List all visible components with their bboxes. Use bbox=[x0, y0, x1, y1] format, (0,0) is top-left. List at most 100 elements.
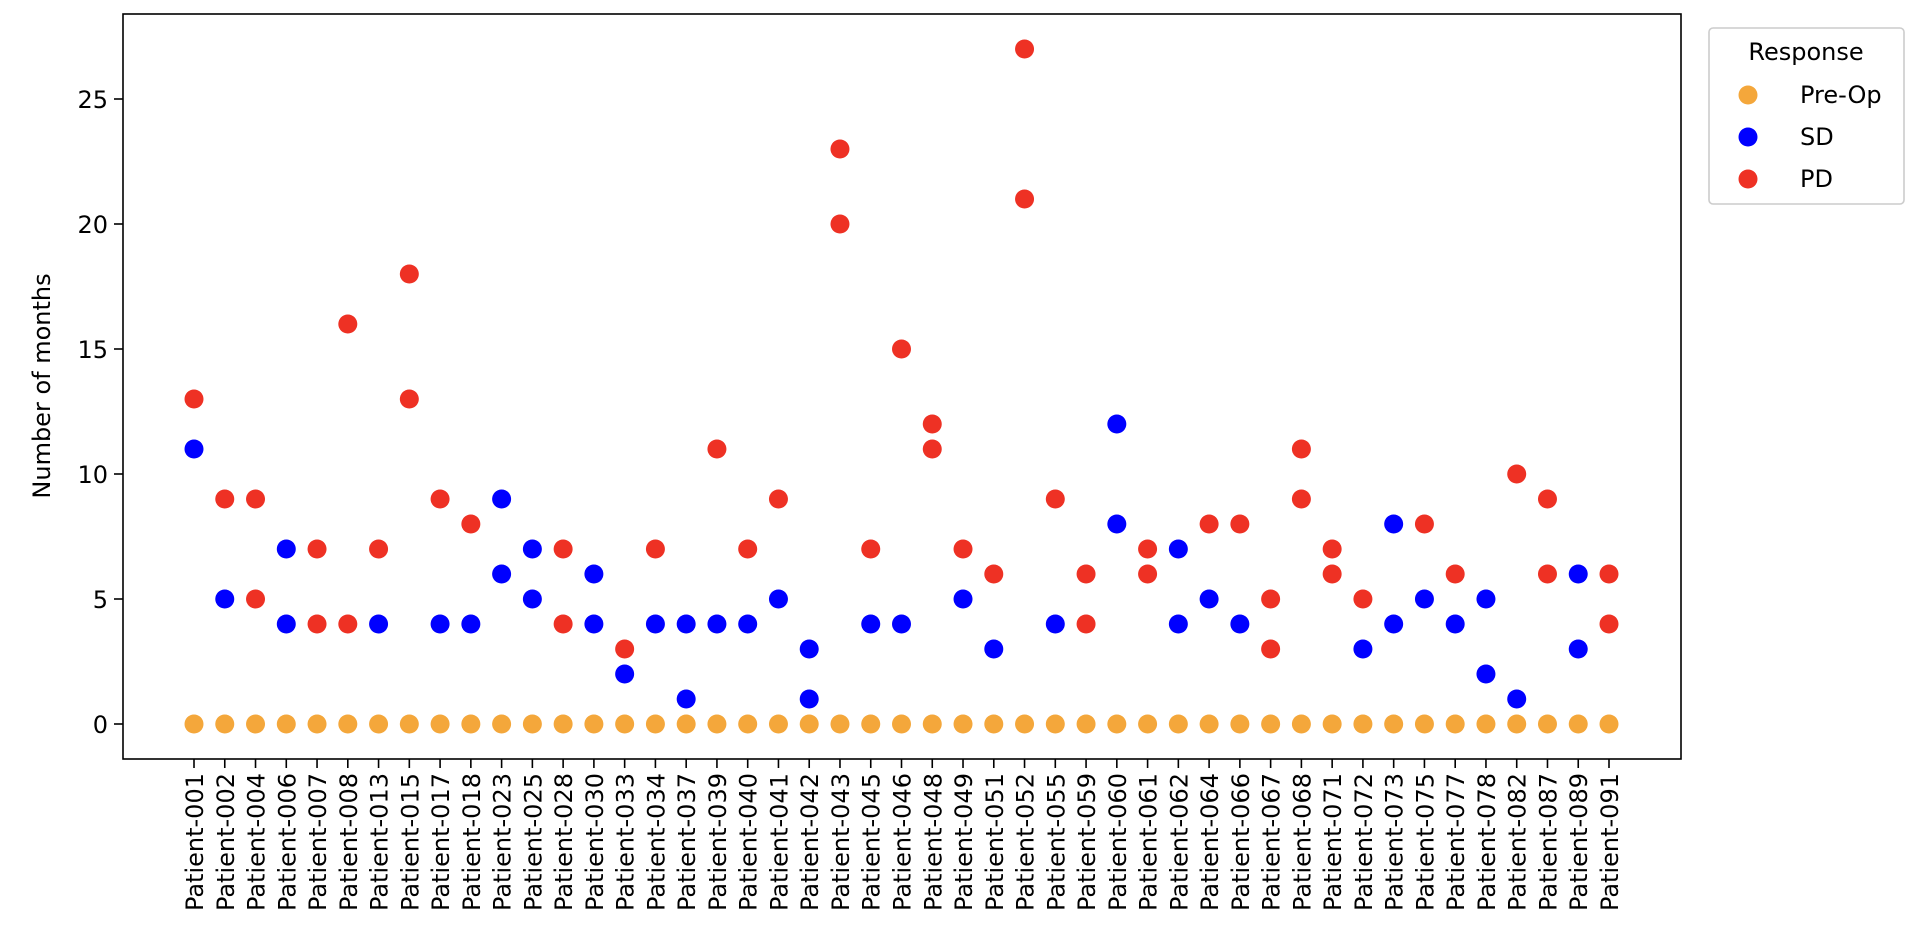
series-pd bbox=[184, 39, 1619, 659]
x-tick-label: Patient-089 bbox=[1565, 773, 1593, 911]
x-tick-label: Patient-071 bbox=[1319, 773, 1347, 911]
data-point bbox=[430, 489, 450, 509]
legend-title: Response bbox=[1748, 38, 1863, 66]
y-axis-title: Number of months bbox=[28, 273, 56, 498]
y-axis: 0 5 10 15 20 25 bbox=[77, 86, 123, 739]
data-point bbox=[1261, 639, 1281, 659]
data-point bbox=[1045, 714, 1065, 734]
data-point bbox=[1445, 714, 1465, 734]
data-point bbox=[984, 639, 1004, 659]
data-point bbox=[1138, 564, 1158, 584]
x-tick-label: Patient-028 bbox=[550, 773, 578, 911]
data-point bbox=[1476, 589, 1496, 609]
data-point bbox=[1537, 564, 1557, 584]
data-point bbox=[492, 564, 512, 584]
data-point bbox=[1230, 614, 1250, 634]
x-tick-label: Patient-045 bbox=[858, 773, 886, 911]
data-point bbox=[1353, 714, 1373, 734]
data-point bbox=[1291, 489, 1311, 509]
y-tick-label: 20 bbox=[77, 211, 108, 239]
data-point bbox=[799, 689, 819, 709]
data-point bbox=[584, 614, 604, 634]
x-tick-label: Patient-072 bbox=[1350, 773, 1378, 911]
data-point bbox=[522, 539, 542, 559]
data-point bbox=[246, 589, 266, 609]
legend-marker bbox=[1738, 127, 1758, 147]
data-point bbox=[1445, 564, 1465, 584]
legend-frame bbox=[1708, 27, 1905, 205]
data-point bbox=[399, 389, 419, 409]
x-tick-label: Patient-068 bbox=[1288, 773, 1316, 911]
data-point bbox=[1291, 439, 1311, 459]
data-point bbox=[1599, 614, 1619, 634]
legend-label: SD bbox=[1800, 123, 1834, 151]
data-point bbox=[861, 714, 881, 734]
data-point bbox=[984, 564, 1004, 584]
x-tick-label: Patient-067 bbox=[1258, 773, 1286, 911]
x-tick-label: Patient-040 bbox=[735, 773, 763, 911]
data-point bbox=[369, 539, 389, 559]
data-point bbox=[1445, 614, 1465, 634]
data-point bbox=[399, 264, 419, 284]
data-point bbox=[1599, 564, 1619, 584]
data-point bbox=[276, 539, 296, 559]
data-point bbox=[738, 539, 758, 559]
data-point bbox=[461, 714, 481, 734]
x-tick-label: Patient-091 bbox=[1596, 773, 1624, 911]
x-tick-label: Patient-007 bbox=[304, 773, 332, 911]
data-point bbox=[953, 714, 973, 734]
data-point bbox=[1537, 489, 1557, 509]
data-point bbox=[738, 714, 758, 734]
x-tick-label: Patient-001 bbox=[181, 773, 209, 911]
series-pre-op bbox=[184, 714, 1619, 734]
data-point bbox=[1414, 714, 1434, 734]
data-point bbox=[338, 614, 358, 634]
data-point bbox=[1322, 564, 1342, 584]
y-tick-label: 0 bbox=[93, 711, 108, 739]
data-point bbox=[369, 614, 389, 634]
x-tick-label: Patient-042 bbox=[796, 773, 824, 911]
data-point bbox=[861, 539, 881, 559]
x-tick-label: Patient-037 bbox=[673, 773, 701, 911]
data-point bbox=[1045, 614, 1065, 634]
data-point bbox=[1199, 589, 1219, 609]
data-point bbox=[861, 614, 881, 634]
data-point bbox=[307, 614, 327, 634]
x-tick-label: Patient-018 bbox=[458, 773, 486, 911]
data-point bbox=[1568, 564, 1588, 584]
data-point bbox=[1291, 714, 1311, 734]
data-point bbox=[615, 714, 635, 734]
data-point bbox=[584, 714, 604, 734]
x-tick-label: Patient-051 bbox=[981, 773, 1009, 911]
data-point bbox=[430, 714, 450, 734]
data-point bbox=[215, 489, 235, 509]
data-point bbox=[1353, 589, 1373, 609]
legend-marker bbox=[1738, 85, 1758, 105]
data-point bbox=[1476, 664, 1496, 684]
data-point bbox=[1138, 539, 1158, 559]
data-point bbox=[645, 614, 665, 634]
x-tick-label: Patient-060 bbox=[1104, 773, 1132, 911]
data-point bbox=[1076, 564, 1096, 584]
legend-label: Pre-Op bbox=[1800, 81, 1882, 109]
data-point bbox=[276, 614, 296, 634]
legend-items: Pre-Op SD PD bbox=[1738, 81, 1882, 193]
data-point bbox=[184, 439, 204, 459]
data-point bbox=[1015, 189, 1035, 209]
data-point bbox=[1568, 639, 1588, 659]
data-point bbox=[1507, 689, 1527, 709]
data-point bbox=[799, 639, 819, 659]
data-point bbox=[1414, 514, 1434, 534]
data-point bbox=[492, 489, 512, 509]
x-tick-label: Patient-082 bbox=[1504, 773, 1532, 911]
data-point bbox=[215, 714, 235, 734]
data-point bbox=[1107, 514, 1127, 534]
x-tick-label: Patient-013 bbox=[366, 773, 394, 911]
x-tick-label: Patient-039 bbox=[704, 773, 732, 911]
data-point bbox=[1507, 714, 1527, 734]
x-tick-label: Patient-023 bbox=[489, 773, 517, 911]
data-point bbox=[953, 589, 973, 609]
x-tick-label: Patient-008 bbox=[335, 773, 363, 911]
plot-frame bbox=[122, 13, 1682, 760]
